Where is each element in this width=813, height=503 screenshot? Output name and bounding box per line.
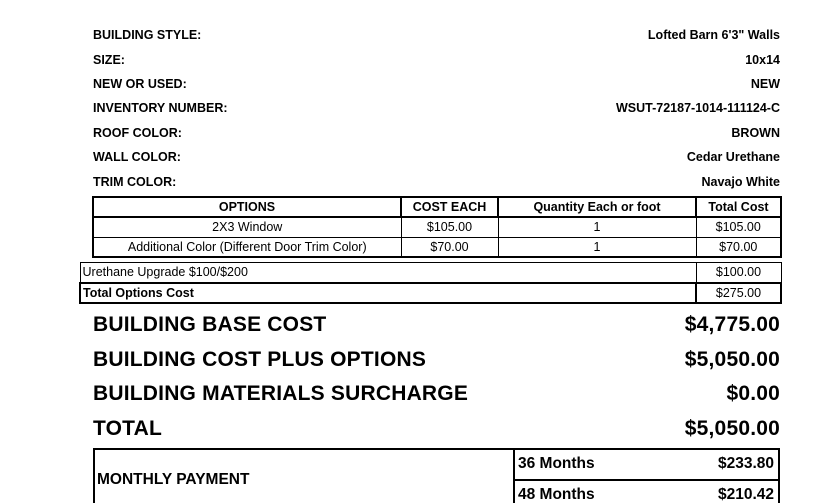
detail-row-inventory-number: INVENTORY NUMBER: WSUT-72187-1014-111124… (93, 96, 780, 120)
plan-amount: $233.80 (717, 455, 774, 473)
detail-value: BROWN (731, 125, 780, 140)
options-table: OPTIONS COST EACH Quantity Each or foot … (92, 196, 782, 258)
summary-value: $5,050.00 (684, 416, 780, 440)
cost-each-header-cell: COST EACH (400, 196, 499, 218)
detail-value: Cedar Urethane (686, 150, 780, 165)
detail-label: WALL COLOR: (93, 150, 181, 165)
cost-summary: BUILDING BASE COST $4,775.00 BUILDING CO… (93, 308, 780, 446)
payment-plan-row-36: 36 Months $233.80 (515, 450, 778, 481)
options-header-cell: OPTIONS (92, 196, 402, 218)
urethane-upgrade-total: $100.00 (695, 262, 782, 283)
plan-term: 36 Months (518, 455, 595, 473)
detail-label: NEW OR USED: (93, 76, 187, 91)
detail-row-building-style: BUILDING STYLE: Lofted Barn 6'3" Walls (93, 23, 780, 47)
building-cost-plus-options-row: BUILDING COST PLUS OPTIONS $5,050.00 (93, 343, 780, 378)
option-name-cell: 2X3 Window (92, 216, 402, 238)
option-name-cell: Additional Color (Different Door Trim Co… (92, 236, 402, 258)
detail-label: ROOF COLOR: (93, 125, 182, 140)
detail-row-trim-color: TRIM COLOR: Navajo White (93, 169, 780, 193)
detail-value: Lofted Barn 6'3" Walls (647, 28, 780, 43)
summary-label: BUILDING BASE COST (93, 313, 327, 337)
table-row: Additional Color (Different Door Trim Co… (92, 236, 782, 258)
monthly-payment-label-cell: MONTHLY PAYMENT (95, 450, 515, 503)
table-row: 2X3 Window $105.00 1 $105.00 (92, 216, 782, 238)
monthly-payment-label: MONTHLY PAYMENT (97, 470, 250, 488)
detail-label: BUILDING STYLE: (93, 28, 202, 43)
total-cost-header-cell: Total Cost (695, 196, 782, 218)
urethane-upgrade-label: Urethane Upgrade $100/$200 (79, 262, 697, 283)
detail-value: WSUT-72187-1014-111124-C (616, 101, 780, 116)
plan-amount: $210.42 (717, 485, 774, 503)
plan-term: 48 Months (518, 485, 595, 503)
detail-label: SIZE: (93, 52, 125, 67)
options-table-header-row: OPTIONS COST EACH Quantity Each or foot … (92, 196, 782, 218)
building-details: BUILDING STYLE: Lofted Barn 6'3" Walls S… (93, 23, 780, 194)
total-cost-cell: $105.00 (695, 216, 782, 238)
quantity-header-cell: Quantity Each or foot (497, 196, 697, 218)
total-options-cost-label: Total Options Cost (79, 281, 697, 304)
detail-row-roof-color: ROOF COLOR: BROWN (93, 121, 780, 145)
summary-value: $0.00 (726, 382, 780, 406)
summary-value: $4,775.00 (684, 313, 780, 337)
options-extra-table: Urethane Upgrade $100/$200 $100.00 Total… (79, 262, 782, 304)
total-row: TOTAL $5,050.00 (93, 412, 780, 447)
summary-label: TOTAL (93, 416, 163, 440)
building-materials-surcharge-row: BUILDING MATERIALS SURCHARGE $0.00 (93, 377, 780, 412)
urethane-upgrade-row: Urethane Upgrade $100/$200 $100.00 (79, 262, 782, 283)
quantity-cell: 1 (497, 236, 697, 258)
cost-each-cell: $70.00 (400, 236, 499, 258)
detail-label: INVENTORY NUMBER: (93, 101, 228, 116)
building-base-cost-row: BUILDING BASE COST $4,775.00 (93, 308, 780, 343)
summary-value: $5,050.00 (684, 347, 780, 371)
detail-row-wall-color: WALL COLOR: Cedar Urethane (93, 145, 780, 169)
total-options-cost-value: $275.00 (695, 281, 782, 304)
detail-label: TRIM COLOR: (93, 174, 177, 189)
detail-row-size: SIZE: 10x14 (93, 47, 780, 71)
detail-value: NEW (750, 76, 780, 91)
detail-row-new-or-used: NEW OR USED: NEW (93, 72, 780, 96)
summary-label: BUILDING COST PLUS OPTIONS (93, 347, 427, 371)
summary-label: BUILDING MATERIALS SURCHARGE (93, 382, 469, 406)
monthly-payment-table: MONTHLY PAYMENT 36 Months $233.80 48 Mon… (93, 448, 780, 503)
detail-value: Navajo White (701, 174, 781, 189)
quantity-cell: 1 (497, 216, 697, 238)
payment-plan-row-48: 48 Months $210.42 (515, 481, 778, 503)
total-cost-cell: $70.00 (695, 236, 782, 258)
cost-each-cell: $105.00 (400, 216, 499, 238)
detail-value: 10x14 (745, 52, 780, 67)
total-options-cost-row: Total Options Cost $275.00 (79, 281, 782, 304)
monthly-payment-plans: 36 Months $233.80 48 Months $210.42 (515, 450, 778, 503)
